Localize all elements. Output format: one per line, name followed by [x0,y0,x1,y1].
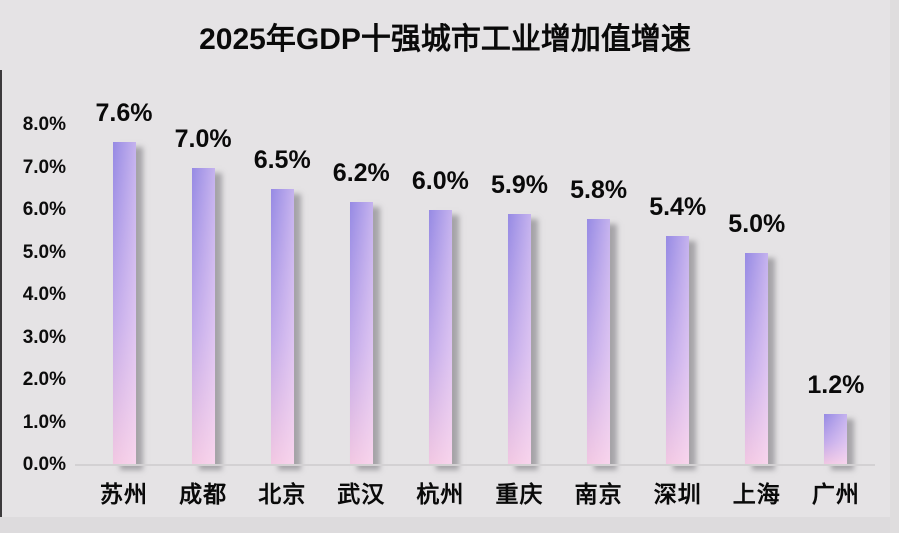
x-axis-category-label: 上海 [732,481,781,507]
y-axis-tick-label: 2.0% [22,369,66,390]
bar-杭州 [428,210,452,465]
x-axis-category-label: 南京 [574,481,623,507]
x-axis-line [75,464,875,466]
bar-广州 [824,414,848,465]
y-axis-tick-label: 0.0% [22,454,66,475]
x-axis-category-label: 重庆 [495,481,544,507]
right-edge-strip [890,0,899,533]
bar-value-label: 5.4% [649,192,707,221]
x-axis-category-label: 北京 [258,481,307,507]
bar-苏州 [112,142,136,465]
x-axis-category-label: 苏州 [100,481,148,507]
y-axis-tick-label: 5.0% [22,241,66,263]
x-axis-category-label: 深圳 [653,481,702,507]
x-axis-category-label: 成都 [179,481,228,507]
y-axis-tick-label: 6.0% [22,199,66,220]
bar-value-label: 6.0% [411,167,469,195]
bar-武汉 [349,201,373,465]
x-axis-category-label: 武汉 [337,481,386,507]
x-axis-category-label: 杭州 [416,481,465,507]
bar-南京 [587,218,611,465]
y-axis-tick-label: 3.0% [22,326,66,348]
y-axis-tick-label: 1.0% [22,411,66,433]
chart-title: 2025年GDP十强城市工业增加值增速 [199,23,691,56]
y-axis-tick-label: 7.0% [22,156,66,178]
x-axis-category-label: 广州 [811,481,860,507]
y-axis-tick-label: 8.0% [22,114,66,135]
bar-value-label: 5.0% [728,209,786,238]
bar-value-label: 6.5% [253,145,311,174]
bottom-edge-strip [0,517,890,533]
bar-北京 [270,188,294,465]
bar-value-label: 7.0% [174,124,232,153]
bar-value-label: 5.8% [570,175,628,204]
bar-value-label: 6.2% [332,158,390,187]
bar-深圳 [666,235,690,465]
left-edge-line [0,70,2,533]
bar-重庆 [508,214,531,465]
y-axis-tick-label: 4.0% [22,284,66,305]
bar-value-label: 7.6% [95,99,153,127]
bar-上海 [745,252,769,465]
bar-value-label: 5.9% [491,171,548,200]
bar-成都 [191,167,215,465]
bar-value-label: 1.2% [807,371,865,399]
